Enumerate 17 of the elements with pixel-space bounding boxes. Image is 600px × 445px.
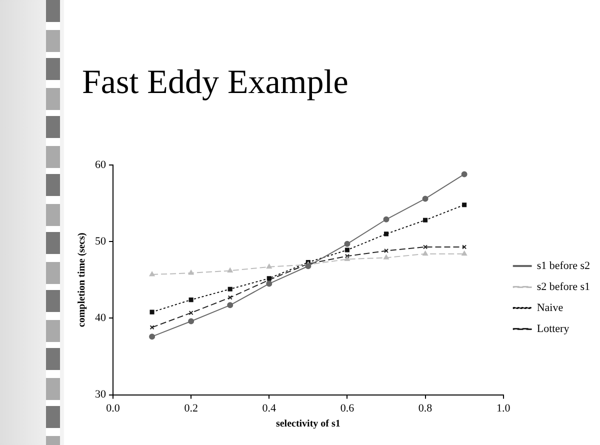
x-tick-label: 0.6 xyxy=(340,402,355,414)
x-tick-label: 0.0 xyxy=(106,402,120,414)
x-tick-label: 0.4 xyxy=(262,402,277,414)
x-tick-label: 0.2 xyxy=(184,402,198,414)
x-tick-label: 1.0 xyxy=(496,402,511,414)
x-tick-label: 0.8 xyxy=(418,402,433,414)
y-tick-label: 40 xyxy=(95,312,106,324)
y-tick-label: 60 xyxy=(95,158,106,171)
x-axis-title: selectivity of s1 xyxy=(276,418,340,430)
y-tick-label: 50 xyxy=(95,235,106,248)
legend-label: s1 before s2 xyxy=(536,260,590,272)
legend-label: Lottery xyxy=(536,322,570,335)
legend-label: Naive xyxy=(536,302,564,314)
y-axis-title: completion time (secs) xyxy=(76,232,88,328)
legend-label: s2 before s1 xyxy=(536,280,590,293)
y-tick-label: 30 xyxy=(95,388,106,401)
chart-title: Fast Eddy Example xyxy=(82,64,348,102)
